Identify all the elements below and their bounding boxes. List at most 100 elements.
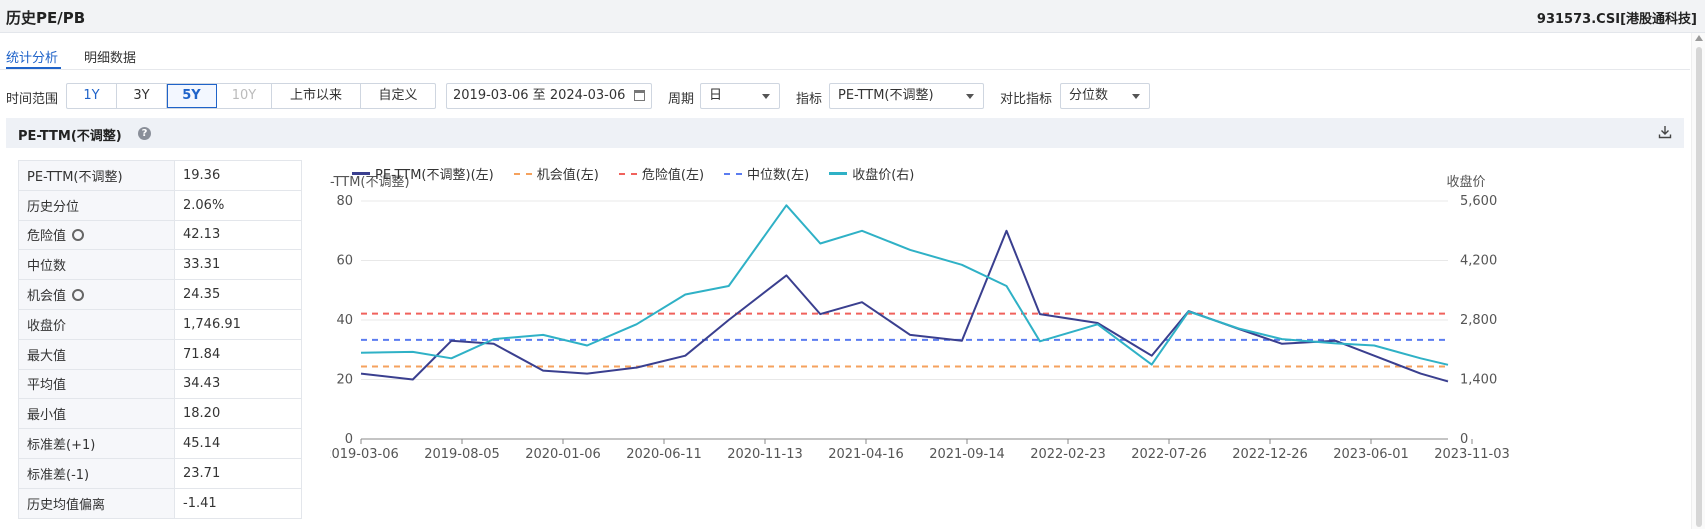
stats-key: 历史分位: [18, 189, 175, 221]
stats-row: 收盘价 1,746.91: [18, 308, 302, 340]
range-10y-button[interactable]: 10Y: [217, 84, 272, 108]
gear-icon[interactable]: [72, 289, 85, 302]
y-tick-left: 20: [336, 373, 353, 388]
stats-key-label: 机会值: [27, 289, 67, 305]
legend-swatch: [724, 172, 743, 175]
download-icon[interactable]: [1658, 125, 1672, 139]
stats-key: PE-TTM(不调整): [18, 160, 175, 191]
active-tab-indicator: [6, 67, 61, 69]
stats-row: 中位数 33.31: [18, 249, 302, 281]
stats-row: 最大值 71.84: [18, 338, 302, 370]
stats-row: 标准差(+1) 45.14: [18, 428, 302, 459]
x-tick-label: 2023-11-03: [1434, 447, 1510, 462]
period-value: 日: [709, 88, 723, 103]
stats-key-label: 中位数: [27, 259, 67, 275]
stats-value: 23.71: [174, 457, 302, 489]
stats-key-label: PE-TTM(不调整): [27, 169, 123, 185]
stats-row: 平均值 34.43: [18, 368, 302, 400]
stats-table: PE-TTM(不调整) 19.36 历史分位 2.06% 危险值 42.13 中位数 33.3…: [18, 160, 302, 519]
legend-item[interactable]: 机会值(左): [513, 164, 599, 183]
stats-value: 45.14: [174, 428, 302, 459]
stats-key: 历史均值偏离: [18, 487, 175, 519]
stats-key: 收盘价: [18, 308, 175, 340]
chart-canvas: 80 5,600 60 4,200 40 2,800 20 1,400 0 0 PE-TTM(不调整…: [314, 174, 1510, 462]
chevron-down-icon: [1132, 94, 1140, 99]
indicator-label: 指标: [796, 92, 823, 107]
x-tick-label: 2022-02-23: [1030, 447, 1106, 462]
range-3y-button[interactable]: 3Y: [117, 84, 167, 108]
stats-value: 33.31: [174, 249, 302, 281]
stats-value: 1,746.91: [174, 308, 302, 340]
stats-key-label: 平均值: [27, 378, 67, 394]
stats-value: 71.84: [174, 338, 302, 370]
scrollbar-thumb[interactable]: [1696, 47, 1702, 527]
y-tick-right: 1,400: [1460, 373, 1497, 388]
scroll-up-icon[interactable]: [1695, 35, 1703, 41]
stats-key-label: 最小值: [27, 408, 67, 424]
legend-item[interactable]: PE-TTM(不调整)(左): [352, 164, 494, 183]
y-axis-title-left: PE-TTM(不调整): [330, 175, 410, 190]
stats-row: 历史均值偏离 -1.41: [18, 487, 302, 519]
stats-key: 标准差(+1): [18, 428, 175, 459]
x-tick-label: 2019-08-05: [424, 447, 500, 462]
vertical-scrollbar[interactable]: [1691, 33, 1705, 529]
y-tick-right: 5,600: [1460, 194, 1497, 209]
y-tick-right: 4,200: [1460, 254, 1497, 269]
stats-key-label: 收盘价: [27, 318, 67, 334]
stats-value: 18.20: [174, 398, 302, 430]
y-tick-left: 40: [336, 313, 353, 328]
stats-key-label: 历史均值偏离: [27, 497, 106, 513]
tab-statistics[interactable]: 统计分析: [6, 51, 59, 66]
stats-key: 危险值: [18, 219, 175, 251]
x-tick-label: 2020-06-11: [626, 447, 702, 462]
x-tick-label: 2022-12-26: [1232, 447, 1308, 462]
range-5y-button[interactable]: 5Y: [167, 84, 217, 108]
range-1y-button[interactable]: 1Y: [67, 84, 117, 108]
y-tick-left: 0: [345, 432, 353, 447]
stats-row: 历史分位 2.06%: [18, 189, 302, 221]
stats-key-label: 标准差(-1): [27, 467, 90, 483]
panel-header: PE-TTM(不调整) ?: [6, 118, 1684, 148]
pe-chart: PE-TTM(不调整)(左) 机会值(左) 危险值(左) 中位数(左) 收盘价(右) 8…: [314, 160, 1630, 510]
question-icon[interactable]: ?: [138, 127, 151, 140]
range-since-listing-button[interactable]: 上市以来: [272, 84, 361, 108]
date-range-picker[interactable]: 2019-03-06 至 2024-03-06: [446, 83, 652, 109]
compare-select[interactable]: 分位数: [1060, 83, 1150, 109]
x-tick-label: 2023-06-01: [1333, 447, 1409, 462]
legend-item[interactable]: 危险值(左): [618, 164, 704, 183]
compare-label: 对比指标: [1000, 92, 1053, 107]
index-code: 931573.CSI[港股通科技]: [1536, 12, 1697, 27]
range-selector: 1Y 3Y 5Y 10Y 上市以来 自定义: [66, 83, 436, 109]
x-tick-label: 2022-07-26: [1131, 447, 1207, 462]
stats-key: 最小值: [18, 398, 175, 430]
indicator-select[interactable]: PE-TTM(不调整): [829, 83, 984, 109]
gear-icon[interactable]: [72, 229, 85, 242]
stats-value: 2.06%: [174, 189, 302, 221]
stats-row: 标准差(-1) 23.71: [18, 457, 302, 489]
legend-swatch: [352, 172, 370, 175]
y-tick-left: 60: [336, 254, 353, 269]
page-title: 历史PE/PB: [6, 9, 86, 27]
range-custom-button[interactable]: 自定义: [378, 88, 418, 103]
stats-key: 平均值: [18, 368, 175, 400]
chart-legend: PE-TTM(不调整)(左) 机会值(左) 危险值(左) 中位数(左) 收盘价(右): [352, 164, 934, 183]
stats-value: -1.41: [174, 487, 302, 519]
legend-item[interactable]: 中位数(左): [724, 164, 809, 183]
pe-ttm-line: [360, 229, 1449, 383]
stats-row: PE-TTM(不调整) 19.36: [18, 160, 302, 191]
tab-details[interactable]: 明细数据: [84, 51, 137, 66]
stats-row: 最小值 18.20: [18, 398, 302, 430]
tab-bar: 统计分析 明细数据: [0, 34, 1690, 70]
close-price-line: [360, 204, 1449, 366]
period-label: 周期: [668, 92, 695, 107]
y-axis-title-right: 收盘价: [1446, 174, 1485, 190]
legend-item[interactable]: 收盘价(右): [829, 164, 914, 183]
period-select[interactable]: 日: [700, 83, 780, 109]
calendar-icon[interactable]: [634, 90, 645, 101]
stats-key: 机会值: [18, 279, 175, 310]
legend-label: 中位数(左): [747, 168, 810, 183]
legend-label: 机会值(左): [536, 168, 599, 183]
range-label: 时间范围: [6, 92, 59, 107]
stats-value: 24.35: [174, 279, 302, 310]
stats-key-label: 危险值: [27, 229, 67, 245]
